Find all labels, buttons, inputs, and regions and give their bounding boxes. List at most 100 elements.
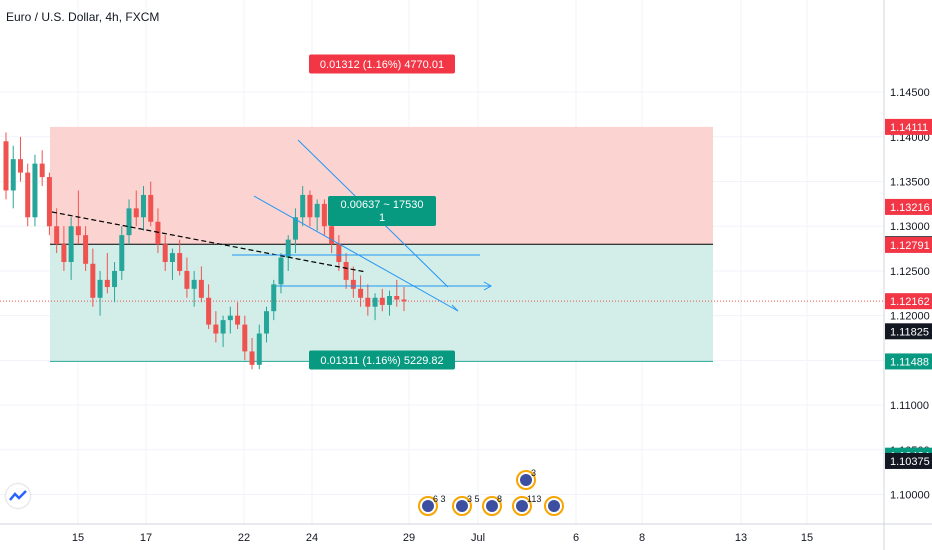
candle-body — [379, 297, 385, 305]
event-count: 3 5 — [467, 494, 480, 504]
candle-body — [140, 194, 146, 218]
candle-body — [32, 163, 38, 218]
y-tick-label: 1.13000 — [890, 221, 930, 233]
channel-lower-line — [253, 195, 459, 312]
candle-body — [387, 295, 393, 305]
candle-body — [133, 208, 139, 218]
tradingview-logo-icon[interactable] — [6, 484, 30, 508]
candle-body — [169, 253, 175, 262]
x-tick-label: 24 — [306, 532, 318, 544]
price-label: 1.11825 — [890, 326, 929, 338]
candle-body — [314, 203, 320, 218]
y-tick-label: 1.12000 — [890, 311, 930, 323]
candle-body — [46, 177, 52, 227]
y-tick-label: 1.11000 — [890, 400, 929, 412]
candle-body — [162, 244, 168, 262]
candle-body — [264, 311, 270, 334]
candle-body — [372, 297, 378, 307]
candle-body — [206, 297, 212, 325]
event-count: 113 — [527, 494, 541, 504]
x-tick-label: 8 — [639, 532, 645, 544]
candle-body — [126, 208, 132, 236]
candle-body — [3, 141, 9, 191]
candle-body — [321, 203, 327, 227]
candle-body — [191, 279, 197, 289]
position-info-label-bg — [328, 196, 436, 226]
event-count: 8 — [497, 494, 502, 504]
candle-body — [365, 297, 371, 307]
risk-label: 0.01312 (1.16%) 4770.01 — [320, 59, 444, 71]
candle-body — [285, 239, 291, 258]
candle-body — [177, 253, 183, 271]
candle-body — [242, 324, 248, 352]
event-flag-icon-inner — [520, 474, 532, 486]
price-label-bg — [885, 353, 932, 370]
candle-body — [148, 194, 154, 222]
price-label: 1.14111 — [890, 122, 928, 134]
event-flag-icon-inner — [456, 500, 468, 512]
y-tick-label: 1.14500 — [890, 87, 930, 99]
candle-body — [39, 163, 45, 178]
price-label: 1.12162 — [890, 296, 930, 308]
candle-body — [119, 235, 125, 271]
candle-body — [68, 226, 74, 262]
reward-label: 0.01311 (1.16%) 5229.82 — [320, 355, 443, 367]
candle-body — [97, 279, 103, 298]
x-tick-label: 17 — [140, 532, 152, 544]
price-label-bg — [885, 198, 932, 215]
candle-body — [292, 217, 298, 240]
candle-body — [54, 226, 60, 245]
event-count: 3 — [531, 468, 536, 478]
x-tick-label: 13 — [735, 532, 747, 544]
risk-zone — [50, 126, 713, 245]
candle-body — [271, 284, 277, 312]
candle-body — [350, 279, 356, 289]
candle-body — [394, 295, 400, 300]
candle-body — [213, 324, 219, 334]
event-flag-icon-inner — [486, 500, 498, 512]
event-flag-icon-inner — [548, 500, 560, 512]
candle-body — [249, 351, 255, 365]
x-tick-label: 22 — [238, 532, 250, 544]
y-tick-label: 1.10000 — [890, 489, 930, 501]
position-info-label: 1 — [379, 212, 385, 224]
price-label: 1.10375 — [890, 456, 930, 468]
candle-body — [83, 235, 89, 264]
candle-body — [235, 315, 241, 325]
projection-arrow-head — [483, 281, 493, 291]
candle-body — [227, 315, 233, 321]
candle-body — [256, 333, 262, 365]
candle-body — [10, 159, 16, 191]
candle-body — [336, 244, 342, 262]
candle-body — [75, 226, 81, 236]
price-label-bg — [885, 323, 932, 340]
candle-body — [220, 320, 226, 334]
price-label-bg — [885, 236, 932, 253]
chart-title: Euro / U.S. Dollar, 4h, FXCM — [6, 10, 160, 24]
x-tick-label: 15 — [72, 532, 84, 544]
position-info-label: 0.00637 ~ 17530 — [341, 199, 424, 211]
candle-body — [155, 221, 161, 245]
price-label: 1.11488 — [890, 356, 929, 368]
x-tick-label: 6 — [573, 532, 579, 544]
candle-body — [307, 194, 313, 218]
candle-body — [343, 262, 349, 280]
candle-body — [184, 270, 190, 289]
dashed-trendline — [51, 211, 367, 273]
x-tick-label: 15 — [801, 532, 813, 544]
candle-body — [358, 288, 364, 298]
price-label: 1.13216 — [890, 202, 930, 214]
price-label-bg — [885, 293, 932, 310]
price-label-bg — [885, 452, 932, 469]
y-tick-label: 1.12500 — [890, 266, 930, 278]
risk-label-bg — [309, 54, 455, 74]
candle-body — [401, 299, 407, 302]
candle-body — [300, 194, 306, 218]
candle-body — [17, 159, 23, 173]
candle-body — [90, 263, 96, 298]
candle-body — [104, 279, 110, 288]
y-tick-label: 1.13500 — [890, 177, 930, 189]
candle-body — [61, 244, 67, 262]
candle-body — [198, 279, 204, 298]
